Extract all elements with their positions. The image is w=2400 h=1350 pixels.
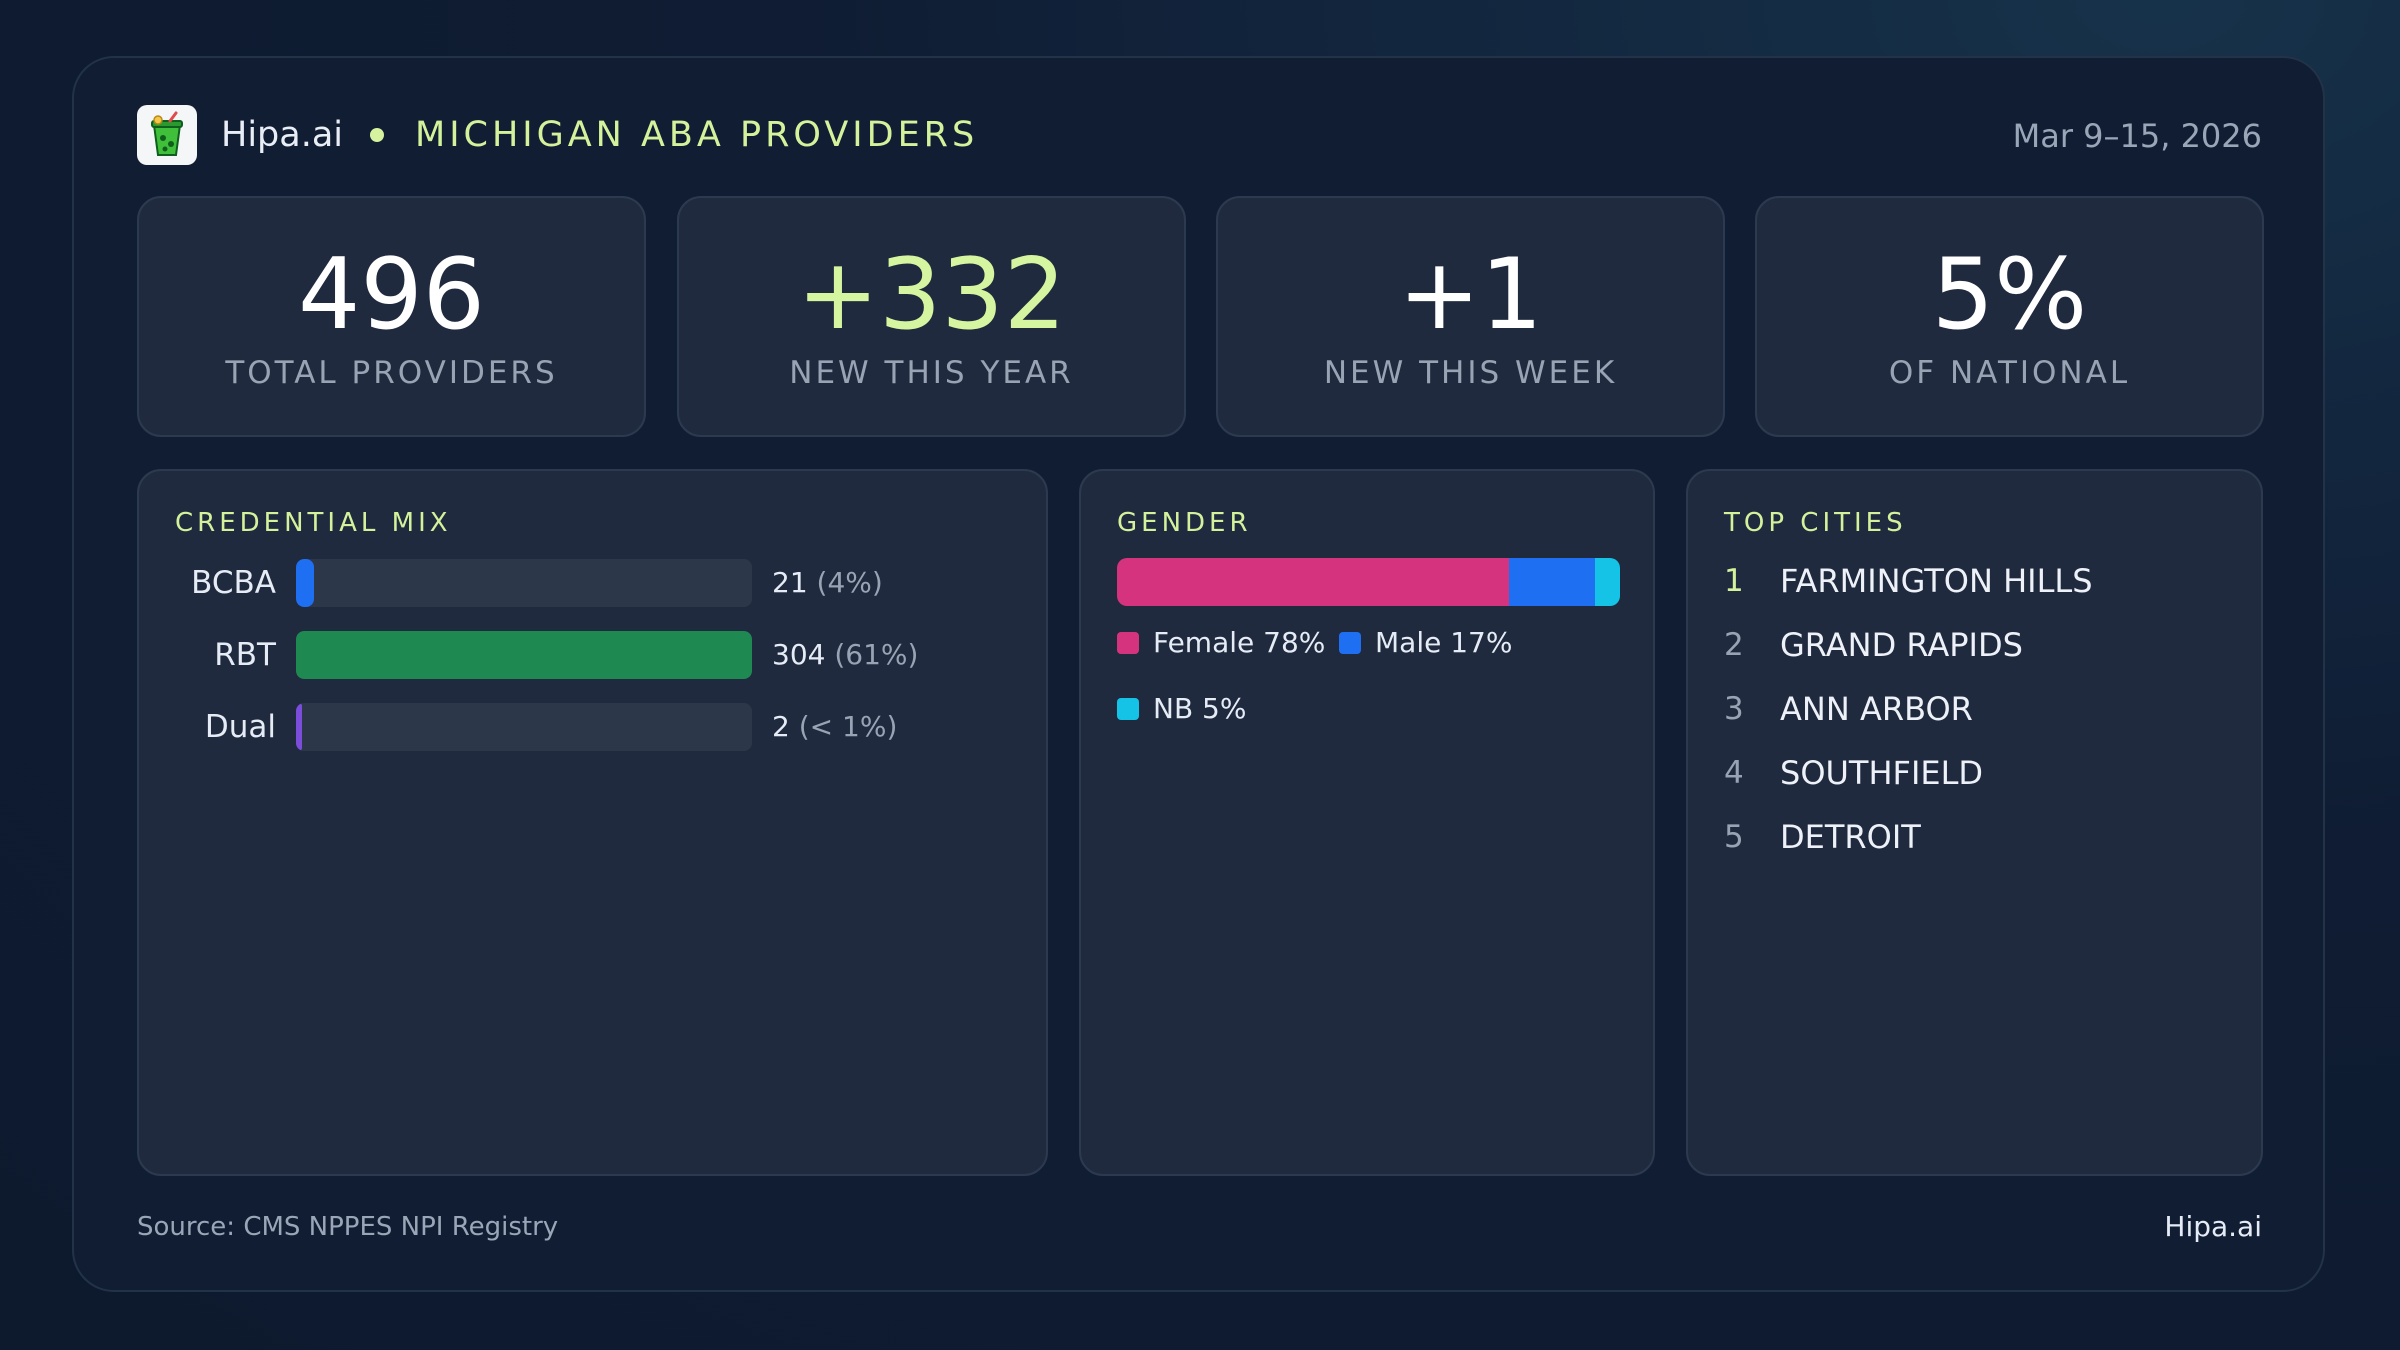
gender-segment-male — [1509, 558, 1595, 606]
city-list-item: 3 ANN ARBOR — [1724, 687, 1973, 731]
credential-count: 2 — [772, 710, 790, 743]
kpi-label: NEW THIS YEAR — [789, 355, 1074, 391]
credential-label-bcba: BCBA — [191, 565, 276, 601]
city-name: SOUTHFIELD — [1780, 754, 1984, 792]
credential-bar-track-dual — [296, 703, 752, 751]
credential-percent: (4%) — [816, 566, 883, 599]
credential-value-bcba: 21 (4%) — [772, 563, 883, 603]
credential-percent: (61%) — [834, 638, 919, 671]
city-name: ANN ARBOR — [1780, 690, 1973, 728]
legend-label: Male 17% — [1375, 626, 1513, 659]
kpi-card-of-national: 5% OF NATIONAL — [1755, 196, 2264, 437]
kpi-value: +332 — [796, 238, 1067, 352]
city-name: FARMINGTON HILLS — [1780, 562, 2093, 600]
legend-label: NB 5% — [1153, 692, 1247, 725]
credential-value-dual: 2 (< 1%) — [772, 707, 897, 747]
footer-brand: Hipa.ai — [2164, 1210, 2262, 1243]
city-rank: 4 — [1724, 755, 1744, 791]
drink-cup-icon — [137, 105, 197, 165]
credential-count: 304 — [772, 638, 826, 671]
kpi-card-new-this-week: +1 NEW THIS WEEK — [1216, 196, 1725, 437]
gender-segment-female — [1117, 558, 1510, 606]
kpi-card-total-providers: 496 TOTAL PROVIDERS — [137, 196, 646, 437]
legend-item-female: Female 78% — [1117, 625, 1325, 661]
source-note: Source: CMS NPPES NPI Registry — [137, 1212, 559, 1242]
credential-bar-bcba — [296, 559, 314, 607]
kpi-label: NEW THIS WEEK — [1323, 355, 1618, 391]
credential-bar-rbt — [296, 631, 752, 679]
city-rank: 3 — [1724, 691, 1744, 727]
kpi-label: OF NATIONAL — [1888, 355, 2131, 391]
credential-bar-track-rbt — [296, 631, 752, 679]
city-list-item: 1 FARMINGTON HILLS — [1724, 559, 2093, 603]
credential-value-rbt: 304 (61%) — [772, 635, 918, 675]
separator-dot — [370, 128, 384, 142]
kpi-value: 496 — [297, 238, 486, 352]
city-rank: 5 — [1724, 819, 1744, 855]
city-rank: 2 — [1724, 627, 1744, 663]
kpi-card-new-this-year: +332 NEW THIS YEAR — [677, 196, 1186, 437]
city-list-item: 4 SOUTHFIELD — [1724, 751, 1983, 795]
kpi-value: 5% — [1931, 238, 2088, 352]
city-list-item: 2 GRAND RAPIDS — [1724, 623, 2023, 667]
city-name: GRAND RAPIDS — [1780, 626, 2023, 664]
panel-title: CREDENTIAL MIX — [175, 508, 452, 538]
panel-title: GENDER — [1117, 508, 1252, 538]
legend-swatch — [1339, 632, 1361, 654]
city-name: DETROIT — [1780, 818, 1921, 856]
legend-swatch — [1117, 632, 1139, 654]
credential-mix-panel: CREDENTIAL MIX BCBA 21 (4%) RBT 304 (61%… — [137, 469, 1048, 1176]
kpi-label: TOTAL PROVIDERS — [225, 355, 558, 391]
gender-segment-nb — [1594, 558, 1620, 606]
legend-item-male: Male 17% — [1339, 625, 1512, 661]
kpi-value: +1 — [1398, 238, 1543, 352]
credential-label-dual: Dual — [204, 709, 276, 745]
legend-label: Female 78% — [1153, 626, 1326, 659]
legend-swatch — [1117, 698, 1139, 720]
city-list-item: 5 DETROIT — [1724, 815, 1921, 859]
credential-percent: (< 1%) — [798, 710, 898, 743]
credential-bar-dual — [296, 703, 302, 751]
credential-label-rbt: RBT — [214, 637, 276, 673]
page-title: MICHIGAN ABA PROVIDERS — [415, 115, 979, 155]
date-range: Mar 9–15, 2026 — [2012, 117, 2262, 155]
credential-count: 21 — [772, 566, 808, 599]
legend-item-nb: NB 5% — [1117, 691, 1246, 727]
panel-title: TOP CITIES — [1724, 508, 1907, 538]
gender-stacked-bar — [1117, 558, 1620, 606]
brand-name: Hipa.ai — [221, 115, 344, 155]
gender-panel: GENDER Female 78% Male 17% NB 5% — [1079, 469, 1655, 1176]
city-rank: 1 — [1724, 563, 1744, 599]
top-cities-panel: TOP CITIES 1 FARMINGTON HILLS 2 GRAND RA… — [1686, 469, 2263, 1176]
credential-bar-track-bcba — [296, 559, 752, 607]
